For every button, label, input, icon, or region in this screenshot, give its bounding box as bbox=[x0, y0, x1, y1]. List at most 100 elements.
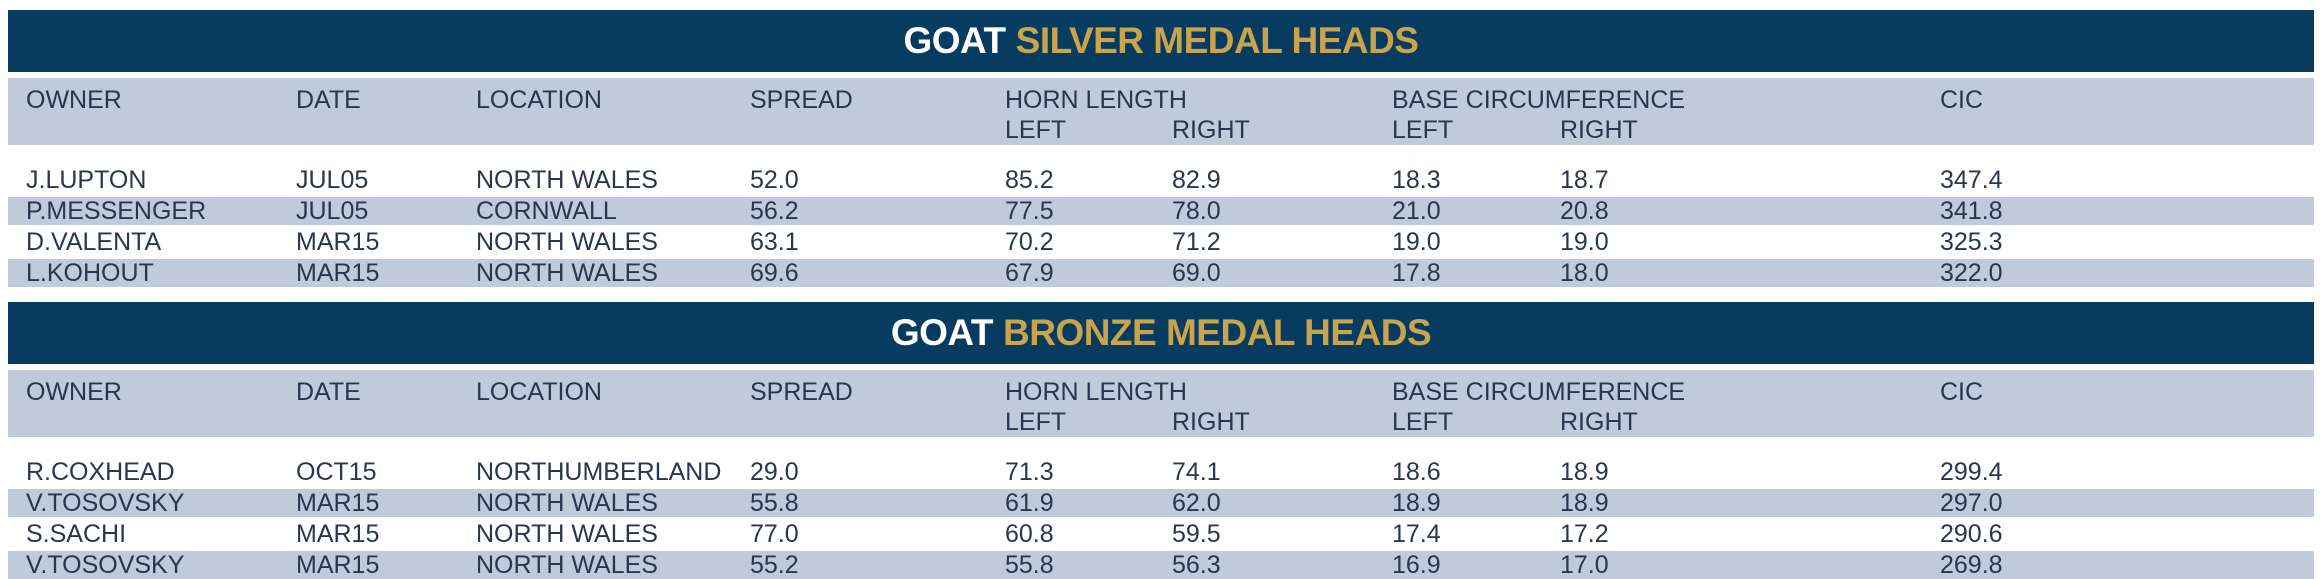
cell-date: OCT15 bbox=[296, 458, 377, 486]
cell-base-left: 18.3 bbox=[1392, 166, 1441, 194]
table-row: P.MESSENGER JUL05 CORNWALL 56.2 77.5 78.… bbox=[8, 197, 2314, 225]
header-horn-length: HORN LENGTH bbox=[1005, 86, 1187, 114]
header-base-right: RIGHT bbox=[1560, 116, 1638, 144]
cell-owner: V.TOSOVSKY bbox=[26, 551, 185, 579]
cell-owner: R.COXHEAD bbox=[26, 458, 175, 486]
header-spread: SPREAD bbox=[750, 86, 853, 114]
cell-spread: 55.2 bbox=[750, 551, 799, 579]
header-base-circumference: BASE CIRCUMFERENCE bbox=[1392, 378, 1686, 406]
cell-spread: 29.0 bbox=[750, 458, 799, 486]
silver-medal-table: GOAT SILVER MEDAL HEADS OWNER DATE LOCAT… bbox=[8, 10, 2314, 287]
header-spread: SPREAD bbox=[750, 378, 853, 406]
cell-cic: 322.0 bbox=[1940, 259, 2003, 287]
title-accent: SILVER MEDAL HEADS bbox=[1015, 20, 1419, 61]
cell-base-right: 18.0 bbox=[1560, 259, 1609, 287]
cell-cic: 299.4 bbox=[1940, 458, 2003, 486]
header-owner: OWNER bbox=[26, 86, 122, 114]
cell-spread: 69.6 bbox=[750, 259, 799, 287]
header-horn-left: LEFT bbox=[1005, 408, 1067, 436]
header-date: DATE bbox=[296, 86, 361, 114]
cell-owner: P.MESSENGER bbox=[26, 197, 207, 225]
cell-owner: D.VALENTA bbox=[26, 228, 162, 256]
cell-date: JUL05 bbox=[296, 197, 369, 225]
table-row: L.KOHOUT MAR15 NORTH WALES 69.6 67.9 69.… bbox=[8, 259, 2314, 287]
table-row: V.TOSOVSKY MAR15 NORTH WALES 55.2 55.8 5… bbox=[8, 551, 2314, 579]
header-horn-right: RIGHT bbox=[1172, 116, 1250, 144]
cell-base-left: 21.0 bbox=[1392, 197, 1441, 225]
cell-horn-left: 67.9 bbox=[1005, 259, 1054, 287]
cell-date: MAR15 bbox=[296, 489, 380, 517]
cell-location: NORTH WALES bbox=[476, 489, 658, 517]
header-horn-left: LEFT bbox=[1005, 116, 1067, 144]
column-headers: OWNER DATE LOCATION SPREAD HORN LENGTH L… bbox=[8, 370, 2314, 437]
cell-base-left: 19.0 bbox=[1392, 228, 1441, 256]
cell-horn-right: 56.3 bbox=[1172, 551, 1221, 579]
cell-owner: L.KOHOUT bbox=[26, 259, 154, 287]
cell-location: CORNWALL bbox=[476, 197, 617, 225]
header-cic: CIC bbox=[1940, 86, 1984, 114]
cell-horn-right: 71.2 bbox=[1172, 228, 1221, 256]
table-row: D.VALENTA MAR15 NORTH WALES 63.1 70.2 71… bbox=[8, 228, 2314, 256]
cell-cic: 341.8 bbox=[1940, 197, 2003, 225]
cell-date: JUL05 bbox=[296, 166, 369, 194]
cell-date: MAR15 bbox=[296, 520, 380, 548]
cell-cic: 269.8 bbox=[1940, 551, 2003, 579]
header-base-right: RIGHT bbox=[1560, 408, 1638, 436]
cell-base-left: 16.9 bbox=[1392, 551, 1441, 579]
cell-date: MAR15 bbox=[296, 259, 380, 287]
cell-horn-left: 77.5 bbox=[1005, 197, 1054, 225]
cell-horn-right: 62.0 bbox=[1172, 489, 1221, 517]
cell-horn-left: 85.2 bbox=[1005, 166, 1054, 194]
cell-cic: 325.3 bbox=[1940, 228, 2003, 256]
cell-base-right: 17.2 bbox=[1560, 520, 1609, 548]
cell-base-right: 18.9 bbox=[1560, 489, 1609, 517]
cell-base-right: 17.0 bbox=[1560, 551, 1609, 579]
cell-horn-left: 71.3 bbox=[1005, 458, 1054, 486]
title-accent: BRONZE MEDAL HEADS bbox=[1002, 312, 1432, 353]
column-headers: OWNER DATE LOCATION SPREAD HORN LENGTH L… bbox=[8, 78, 2314, 145]
cell-base-left: 18.9 bbox=[1392, 489, 1441, 517]
cell-spread: 56.2 bbox=[750, 197, 799, 225]
cell-horn-left: 61.9 bbox=[1005, 489, 1054, 517]
header-base-circumference: BASE CIRCUMFERENCE bbox=[1392, 86, 1686, 114]
cell-owner: V.TOSOVSKY bbox=[26, 489, 185, 517]
cell-horn-left: 60.8 bbox=[1005, 520, 1054, 548]
table-row: R.COXHEAD OCT15 NORTHUMBERLAND 29.0 71.3… bbox=[8, 458, 2314, 486]
cell-location: NORTH WALES bbox=[476, 228, 658, 256]
table-title: GOAT SILVER MEDAL HEADS bbox=[8, 10, 2314, 72]
header-owner: OWNER bbox=[26, 378, 122, 406]
cell-location: NORTH WALES bbox=[476, 520, 658, 548]
cell-base-right: 19.0 bbox=[1560, 228, 1609, 256]
cell-horn-right: 59.5 bbox=[1172, 520, 1221, 548]
cell-horn-right: 82.9 bbox=[1172, 166, 1221, 194]
cell-base-right: 20.8 bbox=[1560, 197, 1609, 225]
header-date: DATE bbox=[296, 378, 361, 406]
table-body: J.LUPTON JUL05 NORTH WALES 52.0 85.2 82.… bbox=[8, 145, 2314, 287]
cell-spread: 55.8 bbox=[750, 489, 799, 517]
table-title: GOAT BRONZE MEDAL HEADS bbox=[8, 302, 2314, 364]
cell-location: NORTH WALES bbox=[476, 551, 658, 579]
table-row: J.LUPTON JUL05 NORTH WALES 52.0 85.2 82.… bbox=[8, 166, 2314, 194]
cell-cic: 347.4 bbox=[1940, 166, 2003, 194]
header-base-left: LEFT bbox=[1392, 408, 1454, 436]
cell-horn-left: 55.8 bbox=[1005, 551, 1054, 579]
header-horn-right: RIGHT bbox=[1172, 408, 1250, 436]
cell-location: NORTHUMBERLAND bbox=[476, 458, 722, 486]
cell-cic: 297.0 bbox=[1940, 489, 2003, 517]
cell-spread: 77.0 bbox=[750, 520, 799, 548]
cell-horn-left: 70.2 bbox=[1005, 228, 1054, 256]
cell-location: NORTH WALES bbox=[476, 259, 658, 287]
header-location: LOCATION bbox=[476, 378, 602, 406]
cell-owner: J.LUPTON bbox=[26, 166, 147, 194]
title-lead: GOAT bbox=[903, 20, 1007, 61]
cell-owner: S.SACHI bbox=[26, 520, 127, 548]
header-cic: CIC bbox=[1940, 378, 1984, 406]
table-body: R.COXHEAD OCT15 NORTHUMBERLAND 29.0 71.3… bbox=[8, 437, 2314, 579]
cell-location: NORTH WALES bbox=[476, 166, 658, 194]
cell-horn-right: 78.0 bbox=[1172, 197, 1221, 225]
bronze-medal-table: GOAT BRONZE MEDAL HEADS OWNER DATE LOCAT… bbox=[8, 302, 2314, 579]
cell-base-right: 18.9 bbox=[1560, 458, 1609, 486]
table-row: V.TOSOVSKY MAR15 NORTH WALES 55.8 61.9 6… bbox=[8, 489, 2314, 517]
cell-spread: 52.0 bbox=[750, 166, 799, 194]
header-horn-length: HORN LENGTH bbox=[1005, 378, 1187, 406]
